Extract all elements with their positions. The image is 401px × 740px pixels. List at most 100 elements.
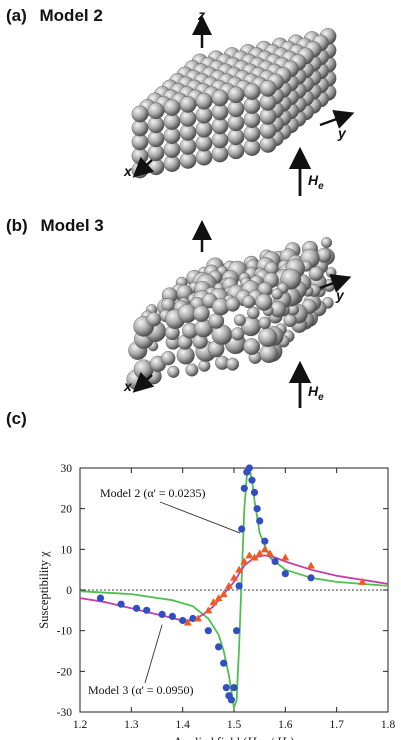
sphere-models-illustration: z y x He z y x He xyxy=(123,7,355,408)
data-triangle xyxy=(240,557,249,565)
data-point xyxy=(271,557,279,566)
data-triangle xyxy=(209,598,218,606)
data-triangle xyxy=(265,549,274,557)
annotation-model-3-leader xyxy=(144,624,163,684)
chart-plot-layer: 1.2 1.3 1.4 1.5 1.6 1.7 1.8 30 20 10 0 -10 -20 -30 App… xyxy=(37,463,395,740)
data-point xyxy=(96,594,105,602)
data-triangle xyxy=(235,565,244,573)
model-3-z-label: z xyxy=(197,223,205,239)
data-point xyxy=(233,627,241,635)
data-point xyxy=(189,614,197,623)
sphere xyxy=(179,96,197,113)
sphere xyxy=(225,297,240,312)
x-tick-label: 1.6 xyxy=(278,719,293,731)
data-point xyxy=(168,612,176,620)
sphere xyxy=(243,338,261,355)
panel-b-label: (b) Model 3 xyxy=(6,216,104,236)
x-tick-label: 1.4 xyxy=(175,719,190,731)
data-point xyxy=(179,616,187,625)
x-axis-label-symbol: H xyxy=(246,735,257,740)
x-tick-label: 1.2 xyxy=(73,719,88,731)
sphere xyxy=(271,288,283,300)
panel-a-label: (a) Model 2 xyxy=(6,6,103,26)
data-point xyxy=(227,696,235,704)
sphere xyxy=(247,306,260,320)
x-tick-label: 1.8 xyxy=(381,719,396,731)
data-point xyxy=(238,525,246,533)
model-2-field-label: He xyxy=(308,172,324,192)
sphere xyxy=(321,237,333,249)
data-triangle xyxy=(245,551,254,559)
data-triangle xyxy=(214,594,223,602)
sphere xyxy=(243,83,261,101)
data-triangle xyxy=(358,577,367,585)
x-tick-label: 1.7 xyxy=(329,719,344,731)
data-point xyxy=(117,600,125,608)
x-tick-label: 1.5 xyxy=(227,719,242,731)
y-tick-label: 20 xyxy=(61,504,73,516)
data-triangle xyxy=(204,606,213,614)
y-tick-label: 0 xyxy=(66,585,72,597)
data-triangle xyxy=(281,553,290,561)
data-point xyxy=(261,537,269,545)
y-tick-label: -30 xyxy=(57,707,73,719)
data-point xyxy=(158,610,166,618)
sphere xyxy=(195,92,213,110)
data-point xyxy=(143,606,151,614)
model-3-y-label: y xyxy=(335,287,345,303)
data-point xyxy=(132,604,141,612)
data-point xyxy=(248,476,256,484)
annotation-model-2-leader xyxy=(159,501,241,534)
y-tick-label: -20 xyxy=(57,666,73,678)
sphere xyxy=(233,314,246,327)
model-2-x-label: x xyxy=(123,163,133,179)
data-triangle xyxy=(260,545,269,553)
sphere xyxy=(308,266,324,282)
x-axis-label-text: ) xyxy=(290,735,294,740)
sphere xyxy=(230,327,245,341)
sphere xyxy=(185,363,199,377)
data-point xyxy=(235,582,243,590)
model-3-field-label: He xyxy=(308,383,324,403)
data-point xyxy=(253,505,261,513)
data-triangle xyxy=(224,581,233,589)
data-triangle xyxy=(183,618,192,626)
sphere xyxy=(192,305,210,322)
sphere xyxy=(208,313,225,329)
data-triangle xyxy=(219,590,228,598)
panel-c-label: (c) xyxy=(6,409,27,429)
sphere xyxy=(211,89,229,107)
sphere xyxy=(227,86,245,104)
data-triangle xyxy=(250,553,259,561)
sphere xyxy=(325,267,337,278)
sphere xyxy=(258,316,271,330)
panel-a-title: Model 2 xyxy=(39,6,103,25)
data-point xyxy=(245,464,253,472)
model-3-sphere-cluster xyxy=(126,237,337,391)
sphere xyxy=(147,102,165,120)
y-tick-label: -10 xyxy=(57,626,73,638)
data-point xyxy=(240,484,248,492)
data-point xyxy=(281,570,289,578)
series-line xyxy=(79,554,389,622)
data-point xyxy=(222,684,230,692)
sphere xyxy=(258,327,278,347)
data-point xyxy=(307,574,315,582)
model-2-field-symbol: H xyxy=(308,172,319,188)
sphere xyxy=(226,357,240,371)
data-point xyxy=(250,488,259,496)
sphere xyxy=(255,293,273,311)
data-point xyxy=(215,643,223,651)
model-3-x-arrow xyxy=(132,371,155,393)
sphere xyxy=(167,365,180,378)
model-2-sphere-cluster xyxy=(131,28,337,179)
model-2-z-label: z xyxy=(197,7,205,23)
data-triangle xyxy=(307,561,315,569)
y-tick-label: 10 xyxy=(61,544,73,556)
panel-b-letter: (b) xyxy=(6,216,28,235)
x-axis-label-symbol: H xyxy=(276,735,287,740)
sphere xyxy=(146,311,162,327)
data-triangle xyxy=(194,614,203,622)
y-tick-label: 30 xyxy=(61,463,73,475)
model-3-x-label: x xyxy=(123,378,133,394)
